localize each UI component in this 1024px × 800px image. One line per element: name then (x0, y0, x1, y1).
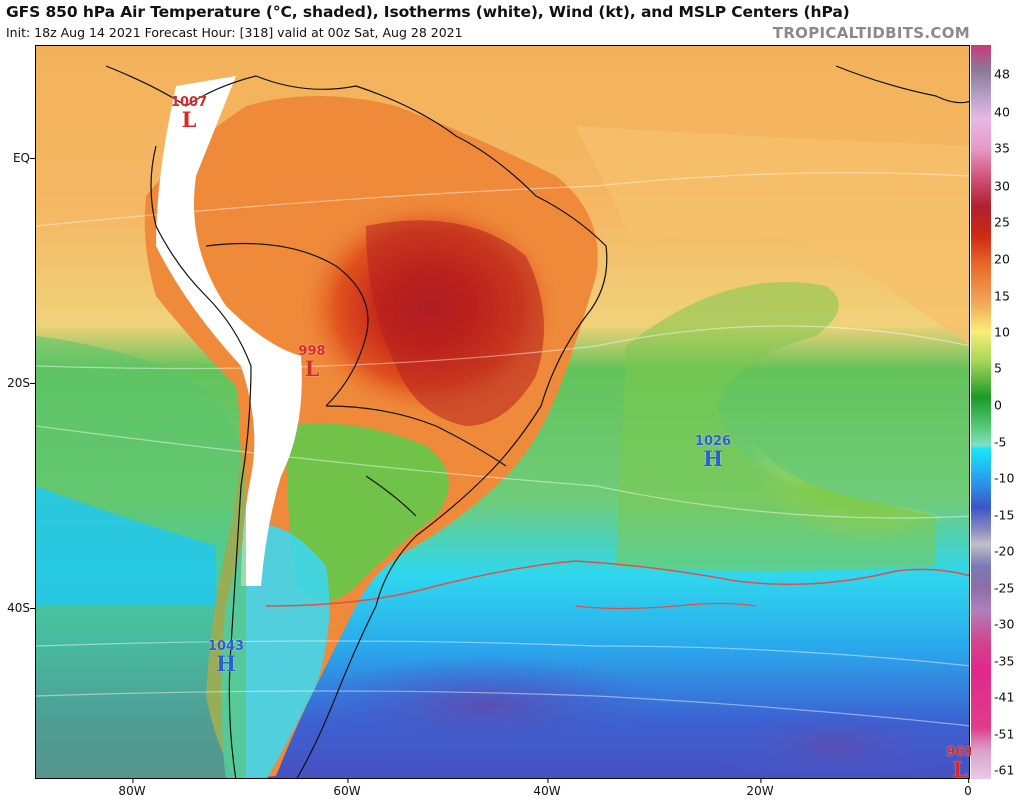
pressure-value: 969 (946, 745, 974, 760)
colorbar-label: 15 (994, 288, 1010, 304)
pressure-center-low-1007: 1007 L (171, 96, 207, 130)
colorbar-label: -30 (994, 616, 1015, 632)
lat-tick-40s: 40S (0, 601, 35, 615)
low-symbol: L (304, 356, 320, 381)
pressure-value: 1007 (170, 95, 208, 110)
lon-tick-60w: 60W (333, 778, 361, 798)
chart-title: GFS 850 hPa Air Temperature (°C, shaded)… (6, 3, 850, 21)
colorbar-label: 5 (994, 360, 1002, 376)
colorbar-label: 30 (994, 178, 1010, 194)
lat-tick-20s: 20S (0, 376, 35, 390)
colorbar-label: -5 (994, 434, 1007, 450)
temperature-colorbar (971, 45, 991, 779)
high-symbol: H (703, 446, 723, 471)
watermark: TROPICALTIDBITS.COM (772, 24, 970, 42)
colorbar-label: 10 (994, 324, 1010, 340)
pressure-value: 1043 (207, 639, 245, 654)
lon-tick-40w: 40W (533, 778, 561, 798)
lon-tick-0: 0 (964, 778, 972, 798)
colorbar-label: -20 (994, 543, 1015, 559)
colorbar-label: -25 (994, 580, 1015, 596)
pressure-center-low-998: 998 L (298, 345, 325, 379)
colorbar-label: 35 (994, 140, 1010, 156)
colorbar-label: -51 (994, 726, 1015, 742)
temperature-map (35, 45, 970, 779)
colorbar-label: -35 (994, 653, 1015, 669)
colorbar-label: -10 (994, 470, 1015, 486)
low-symbol: L (181, 107, 197, 132)
pressure-center-high-1043: 1043 H (208, 640, 244, 674)
lon-tick-20w: 20W (746, 778, 774, 798)
colorbar-label: -61 (994, 762, 1015, 778)
colorbar-label: 0 (994, 397, 1002, 413)
colorbar-label: 25 (994, 214, 1010, 230)
colorbar-label: -41 (994, 689, 1015, 705)
pressure-value: 998 (298, 344, 326, 359)
lat-tick-eq: EQ (0, 151, 35, 165)
colorbar-label: 20 (994, 251, 1010, 267)
colorbar-label: -15 (994, 507, 1015, 523)
pressure-value: 1026 (694, 434, 732, 449)
pressure-center-low-969: 969 L (946, 746, 973, 780)
high-symbol: H (216, 651, 236, 676)
lon-tick-80w: 80W (118, 778, 146, 798)
colorbar-label: 40 (994, 104, 1010, 120)
colorbar-label: 48 (994, 66, 1010, 82)
chart-subtitle: Init: 18z Aug 14 2021 Forecast Hour: [31… (6, 25, 463, 40)
pressure-center-high-1026: 1026 H (695, 435, 731, 469)
low-symbol: L (952, 757, 968, 782)
